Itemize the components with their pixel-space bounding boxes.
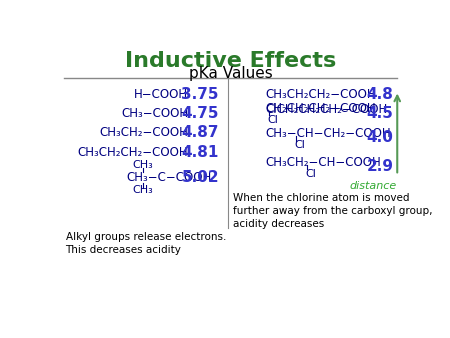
Text: distance: distance	[349, 182, 396, 191]
Text: H−COOH: H−COOH	[134, 88, 188, 101]
Text: 4.8: 4.8	[367, 87, 394, 102]
Text: 4.81: 4.81	[182, 145, 219, 160]
Text: ClCH₂CH₂CH₂−COOH: ClCH₂CH₂CH₂−COOH	[266, 103, 388, 116]
Text: CH₃CH₂CH₂−COOH: CH₃CH₂CH₂−COOH	[77, 146, 188, 159]
Text: CH₃−C−COOH: CH₃−C−COOH	[126, 171, 211, 184]
Text: CH₂CH₂CH₂−COOH: CH₂CH₂CH₂−COOH	[266, 102, 376, 115]
Text: 4.0: 4.0	[367, 130, 394, 145]
Text: 4.5: 4.5	[367, 106, 394, 121]
Text: When the chlorine atom is moved
further away from the carboxyl group,
acidity de: When the chlorine atom is moved further …	[233, 193, 432, 230]
Text: CH₃: CH₃	[133, 185, 153, 195]
Text: Alkyl groups release electrons.
This decreases acidity: Alkyl groups release electrons. This dec…	[66, 232, 226, 255]
Text: CH₃CH₂−COOH: CH₃CH₂−COOH	[99, 126, 188, 140]
Text: 4.87: 4.87	[181, 125, 219, 141]
Text: pKa Values: pKa Values	[189, 66, 273, 81]
Text: Cl: Cl	[267, 115, 278, 125]
Text: CH₃: CH₃	[133, 160, 153, 170]
Text: CH₃−CH−CH₂−COOH: CH₃−CH−CH₂−COOH	[266, 127, 391, 140]
Text: CH₃CH₂CH₂−COOH: CH₃CH₂CH₂−COOH	[266, 88, 376, 101]
Text: 4.75: 4.75	[181, 106, 219, 121]
Text: 2.9: 2.9	[367, 159, 394, 174]
Text: Inductive Effects: Inductive Effects	[125, 51, 336, 71]
Text: CH₃CH₂−CH−COOH: CH₃CH₂−CH−COOH	[266, 156, 381, 169]
Text: 5.02: 5.02	[181, 170, 219, 185]
Text: Cl: Cl	[305, 169, 316, 179]
Text: CH₃−COOH: CH₃−COOH	[121, 107, 188, 120]
Text: Cl: Cl	[294, 140, 305, 150]
Text: 3.75: 3.75	[181, 87, 219, 102]
